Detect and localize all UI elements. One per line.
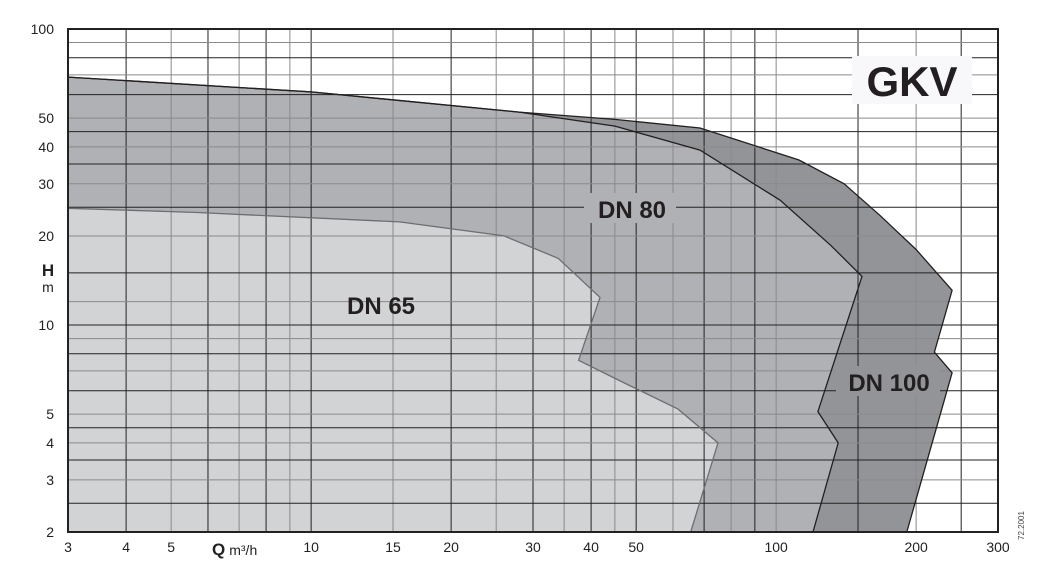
title-box (852, 56, 972, 104)
y-tick-label: 40 (38, 139, 54, 155)
x-tick-label: 100 (764, 539, 788, 555)
chart-title: GKV (866, 58, 957, 105)
y-tick-label: 50 (38, 110, 54, 126)
plot-border (67, 28, 999, 533)
y-tick-label: 10 (38, 317, 54, 333)
x-tick-label: 300 (986, 539, 1010, 555)
y-tick-label: 4 (46, 435, 54, 451)
x-tick-label: 4 (122, 539, 130, 555)
series-label-dn65: DN 65 (347, 293, 415, 320)
y-tick-label: 5 (46, 406, 54, 422)
boundary-dn80 (67, 76, 863, 533)
y-tick-label: 2 (46, 524, 54, 540)
y-tick-label: 3 (46, 472, 54, 488)
x-tick-label: 5 (167, 539, 175, 555)
x-tick-label: 30 (525, 539, 541, 555)
y-tick-label: 30 (38, 176, 54, 192)
dn100-label-bg (836, 366, 940, 396)
x-tick-label: 3 (64, 539, 72, 555)
x-tick-label: 200 (904, 539, 928, 555)
x-tick-label: 15 (385, 539, 401, 555)
x-tick-label: 10 (303, 539, 319, 555)
series-label-dn100: DN 100 (848, 370, 929, 397)
y-axis-unit: m (42, 279, 54, 295)
figure-code: 72.2001 (1017, 511, 1026, 540)
x-tick-label: 20 (443, 539, 459, 555)
x-tick-label: 40 (583, 539, 599, 555)
y-tick-label: 100 (31, 21, 55, 37)
y-tick-label: 20 (38, 228, 54, 244)
boundary-dn65 (67, 207, 719, 533)
x-axis-unit: m³/h (229, 542, 257, 558)
y-axis-label: H (42, 261, 54, 280)
x-axis-label-q: Q (212, 540, 225, 559)
dn80-label-bg (584, 193, 676, 223)
x-tick-label: 50 (628, 539, 644, 555)
series-label-dn80: DN 80 (598, 197, 666, 224)
